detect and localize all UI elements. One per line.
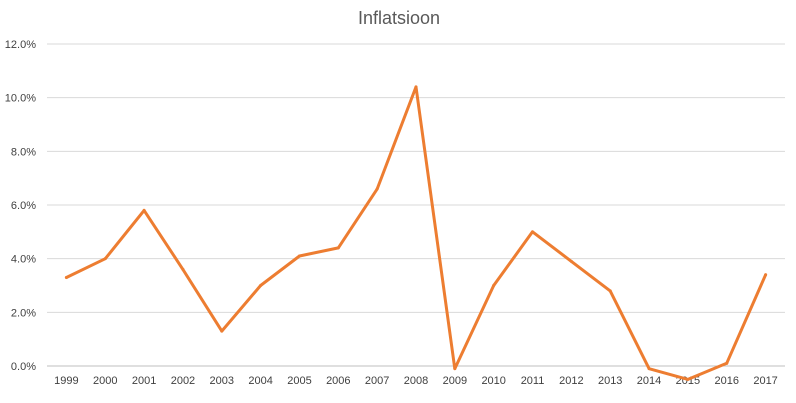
x-axis-tick-labels: 1999 2000 2001 2002 2003 2004 2005 2006 2007 2008… <box>54 375 778 387</box>
data-point <box>103 257 107 261</box>
data-point <box>569 259 573 263</box>
x-tick-label: 1999 <box>54 375 78 387</box>
data-point <box>453 367 457 371</box>
data-point <box>764 273 768 277</box>
y-tick-label: 4.0% <box>11 254 36 266</box>
x-tick-label: 2014 <box>637 375 661 387</box>
x-tick-label: 2002 <box>171 375 195 387</box>
x-tick-label: 2009 <box>443 375 467 387</box>
chart-title: Inflatsioon <box>358 8 440 28</box>
data-point <box>414 85 418 89</box>
series-line <box>64 85 768 381</box>
data-point <box>647 367 651 371</box>
data-point <box>336 246 340 250</box>
x-tick-label: 2010 <box>481 375 505 387</box>
data-point <box>531 230 535 234</box>
data-point <box>259 284 263 287</box>
data-point <box>181 267 185 271</box>
x-tick-label: 2003 <box>210 375 234 387</box>
x-tick-label: 2016 <box>714 375 738 387</box>
y-tick-label: 2.0% <box>11 307 36 319</box>
x-tick-label: 2011 <box>521 375 545 387</box>
x-tick-label: 2005 <box>287 375 311 387</box>
data-point <box>220 329 224 333</box>
y-tick-label: 12.0% <box>5 39 36 51</box>
data-point <box>608 289 612 293</box>
x-tick-label: 2012 <box>559 375 583 387</box>
y-axis-tick-labels: 0.0% 2.0% 4.0% 6.0% 8.0% 10.0% 12.0% <box>5 39 36 373</box>
data-point <box>297 254 301 258</box>
y-tick-label: 10.0% <box>5 93 36 105</box>
x-tick-label: 2008 <box>404 375 428 387</box>
x-tick-label: 2004 <box>248 375 272 387</box>
data-point <box>375 187 379 191</box>
data-point <box>492 284 496 287</box>
data-point <box>725 361 729 365</box>
data-point <box>142 208 146 212</box>
y-tick-label: 0.0% <box>11 361 36 373</box>
data-point <box>64 275 68 279</box>
y-tick-label: 6.0% <box>11 200 36 212</box>
x-tick-label: 2006 <box>326 375 350 387</box>
x-tick-label: 2001 <box>132 375 156 387</box>
y-tick-label: 8.0% <box>11 146 36 158</box>
x-tick-label: 2007 <box>365 375 389 387</box>
series-layer <box>64 85 768 381</box>
x-tick-label: 2013 <box>598 375 622 387</box>
data-point <box>686 377 690 381</box>
x-tick-label: 2000 <box>93 375 117 387</box>
x-tick-label: 2017 <box>753 375 777 387</box>
